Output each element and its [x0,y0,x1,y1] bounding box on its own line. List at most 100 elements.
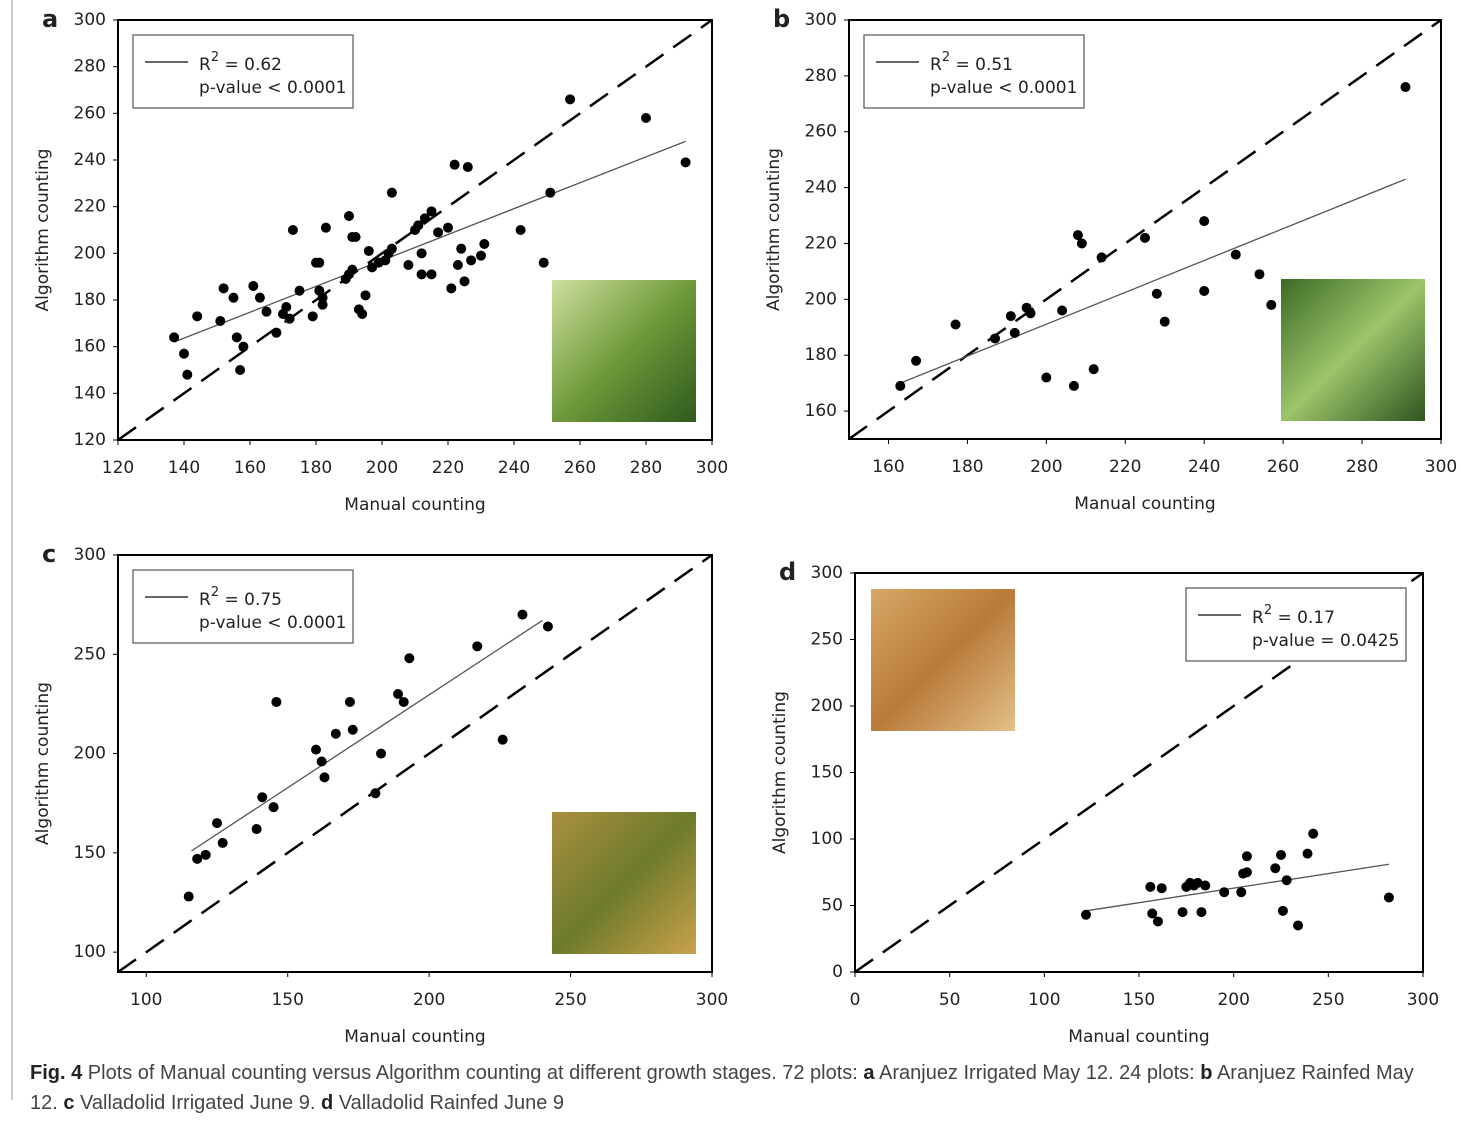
data-point [1152,916,1163,927]
data-point [316,756,327,767]
data-point [1293,920,1304,931]
data-point [344,211,354,221]
x-tick-label: 200 [1030,457,1062,477]
legend-pvalue: p-value < 0.0001 [930,78,1077,98]
identity-line [117,553,713,974]
data-point [1192,877,1203,888]
y-tick-label: 0 [832,962,843,982]
caption-text: a [863,1062,875,1084]
data-point [565,94,576,105]
panel: b 160 180 200 220 240 260 280 300 160 180 200 220 240… [764,5,1457,514]
data-point [1270,863,1281,874]
data-point [192,853,203,864]
data-point [320,222,331,233]
legend-pvalue: p-value = 0.0425 [1252,631,1399,651]
fit-line [1085,863,1390,912]
data-point [386,187,397,198]
legend-box [863,34,1085,109]
fit-line [173,140,686,343]
data-point [215,316,226,326]
data-point [192,311,203,322]
data-point [472,641,483,652]
data-point [218,283,229,294]
data-point [261,306,272,317]
caption-text: b [1200,1062,1213,1084]
inset-photo [1281,279,1425,421]
x-tick-label: 300 [1407,990,1439,1010]
y-axis-label: Algorithm counting [770,691,790,854]
data-point [307,311,318,322]
data-point [1276,849,1286,860]
y-tick-label: 260 [805,122,837,142]
data-point [314,257,325,268]
x-axis-label: Manual counting [344,495,485,515]
legend-r2: R2 = 0.75 [199,585,282,611]
y-tick-label: 180 [74,290,106,310]
data-point [363,246,374,256]
y-tick-label: 100 [74,942,106,962]
data-point [1151,288,1162,299]
data-point [398,696,409,707]
data-point [419,213,430,224]
data-point [254,292,265,303]
data-point [200,849,211,860]
data-point [1041,372,1052,383]
y-axis-label: Algorithm counting [33,149,53,312]
data-point [479,239,490,249]
data-point [231,332,242,343]
data-point [1156,883,1167,894]
data-point [950,319,961,330]
data-point [1005,311,1016,322]
x-tick-label: 180 [300,458,332,478]
data-point [350,232,361,242]
panel-label: a [42,5,58,33]
y-tick-label: 220 [805,233,837,253]
y-tick-label: 260 [74,103,106,123]
data-point [284,313,295,324]
data-point [1200,880,1211,891]
data-point [294,285,305,296]
y-tick-label: 200 [805,289,837,309]
legend-box [132,34,354,109]
x-tick-label: 180 [951,457,983,477]
r2-base: R [199,55,211,75]
x-tick-label: 300 [1425,457,1457,477]
data-point [515,225,526,235]
x-tick-label: 200 [413,990,445,1010]
data-point [1159,316,1170,327]
x-tick-label: 140 [168,458,200,478]
y-tick-label: 250 [74,644,106,664]
data-point [347,724,358,735]
legend-pvalue: p-value < 0.0001 [199,78,346,98]
x-tick-label: 120 [102,458,134,478]
r2-rest: = 0.62 [219,55,282,75]
y-tick-label: 150 [811,763,843,783]
fit-line [900,178,1406,384]
data-point [497,734,508,745]
data-point [251,824,262,835]
data-point [449,159,460,170]
data-point [433,227,444,238]
data-point [281,302,292,312]
data-point [1140,232,1150,243]
data-point [1266,299,1277,310]
data-point [271,696,282,707]
y-tick-label: 150 [74,843,106,863]
data-point [1241,851,1252,862]
y-tick-label: 100 [811,829,843,849]
data-point [1196,907,1207,918]
data-point [179,348,189,359]
x-tick-label: 160 [872,457,904,477]
data-point [416,248,427,259]
data-point [1236,887,1247,898]
fit-line [191,619,543,852]
x-tick-label: 150 [271,990,303,1010]
data-point [413,220,424,231]
r2-base: R [930,55,942,75]
x-tick-label: 0 [850,990,861,1010]
y-tick-label: 300 [74,10,106,30]
y-tick-label: 300 [74,545,106,565]
data-point [1025,308,1036,319]
